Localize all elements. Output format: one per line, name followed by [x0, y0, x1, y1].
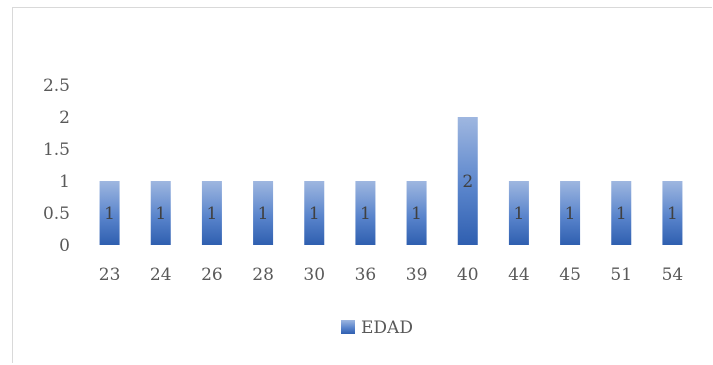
bars-group	[99, 117, 683, 245]
y-axis: 0 0.5 1 1.5 2 2.5	[43, 76, 70, 256]
bar-26	[201, 181, 222, 245]
x-tick-label-24: 24	[150, 265, 172, 285]
bar-24	[150, 181, 171, 245]
bar-51	[611, 181, 632, 245]
bar-40	[457, 117, 478, 245]
data-label-40: 2	[462, 172, 473, 192]
data-label-23: 1	[104, 204, 115, 224]
bar-23	[99, 181, 120, 245]
y-tick-label: 0.5	[43, 204, 70, 224]
x-tick-label-44: 44	[508, 265, 530, 285]
data-label-45: 1	[565, 204, 576, 224]
data-label-51: 1	[616, 204, 627, 224]
x-tick-label-36: 36	[355, 265, 377, 285]
bar-28	[253, 181, 274, 245]
bar-39	[406, 181, 427, 245]
y-tick-label: 2	[59, 108, 70, 128]
x-tick-label-51: 51	[610, 265, 632, 285]
bar-54	[662, 181, 683, 245]
y-tick-label: 2.5	[43, 76, 70, 96]
legend-label-edad: EDAD	[361, 318, 413, 338]
data-label-24: 1	[155, 204, 166, 224]
x-tick-label-28: 28	[252, 265, 274, 285]
bar-30	[304, 181, 325, 245]
x-tick-label-40: 40	[457, 265, 479, 285]
y-tick-label: 1	[59, 172, 70, 192]
y-tick-label: 0	[59, 236, 70, 256]
x-tick-label-30: 30	[303, 265, 325, 285]
bar-36	[355, 181, 376, 245]
data-label-36: 1	[360, 204, 371, 224]
data-labels-group: 1 1 1 1 1 1 1 2 1 1 1 1	[104, 172, 678, 224]
x-axis: 23 24 26 28 30 36 39 40 44 45 51 54	[99, 265, 683, 285]
data-label-30: 1	[309, 204, 320, 224]
x-tick-label-26: 26	[201, 265, 223, 285]
bar-45	[560, 181, 581, 245]
x-tick-label-45: 45	[559, 265, 581, 285]
x-tick-label-39: 39	[406, 265, 428, 285]
legend: EDAD	[341, 318, 413, 338]
data-label-26: 1	[207, 204, 218, 224]
bar-44	[508, 181, 529, 245]
x-tick-label-54: 54	[662, 265, 684, 285]
legend-swatch-edad	[341, 320, 355, 334]
data-label-54: 1	[667, 204, 678, 224]
x-tick-label-23: 23	[99, 265, 121, 285]
chart-frame	[12, 7, 712, 363]
data-label-28: 1	[258, 204, 269, 224]
data-label-39: 1	[411, 204, 422, 224]
data-label-44: 1	[514, 204, 525, 224]
y-tick-label: 1.5	[43, 140, 70, 160]
